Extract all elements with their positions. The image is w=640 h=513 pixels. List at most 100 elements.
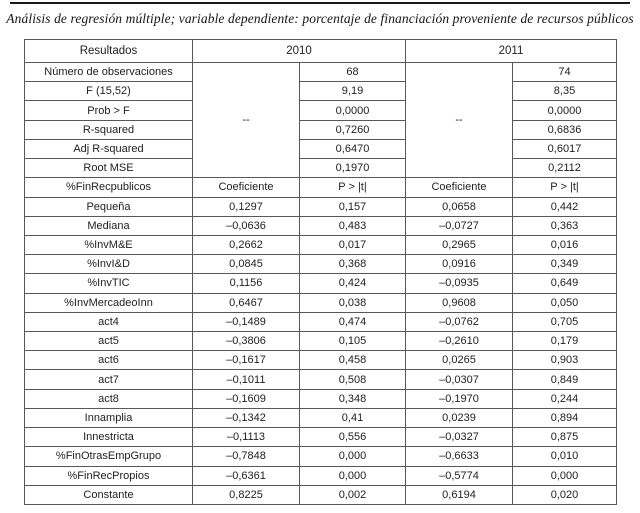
pvalue-2011: 0,363 (511, 215, 618, 236)
coefficient-row: act8 –0,1609 0,348 –0,1970 0,244 (24, 388, 618, 409)
subheader-label: %FinRecpublicos (24, 177, 193, 198)
coef-2010: –0,1617 (192, 350, 300, 371)
subheader-coef-2010: Coeficiente (192, 177, 300, 198)
coef-2011: –0,2610 (405, 331, 513, 352)
stat-value-2010: 9,19 (299, 81, 406, 102)
pvalue-2011: 0,849 (511, 369, 618, 390)
pvalue-2011: 0,903 (511, 350, 618, 371)
pvalue-2011: 0,016 (511, 234, 618, 256)
coefficient-row: act4 –0,1489 0,474 –0,0762 0,705 (24, 311, 618, 333)
pvalue-2011: 0,179 (511, 331, 618, 352)
subheader-coef-2011: Coeficiente (405, 177, 513, 198)
variable-label: Pequeña (24, 196, 193, 217)
stats-row: Adj R-squared 0,6470 0,6017 (24, 138, 618, 160)
coef-2011: 0,0916 (405, 254, 513, 275)
coef-2010: –0,7848 (192, 446, 300, 467)
variable-label: act4 (24, 311, 193, 333)
header-row: Resultados 2010 2011 (24, 39, 618, 63)
variable-label: Innamplia (24, 407, 193, 429)
pvalue-2011: 0,010 (511, 446, 618, 467)
coef-2011: 0,6194 (405, 484, 513, 506)
variable-label: %FinOtrasEmpGrupo (24, 446, 193, 467)
stat-value-2011: 74 (511, 61, 618, 83)
stat-label: Número de observaciones (24, 61, 193, 83)
coef-2010: –0,1609 (192, 388, 300, 409)
coefficient-row: act5 –0,3806 0,105 –0,2610 0,179 (24, 331, 618, 352)
pvalue-2011: 0,020 (511, 484, 618, 506)
coef-2011: –0,5774 (405, 465, 513, 486)
coefficient-row: Innestricta –0,1113 0,556 –0,0327 0,875 (24, 427, 618, 448)
stats-placeholder-2011: -- (405, 61, 513, 179)
coef-2010: 0,2662 (192, 234, 300, 256)
coefficient-row: Constante 0,8225 0,002 0,6194 0,020 (24, 484, 618, 506)
stat-value-2010: 0,7260 (299, 119, 406, 140)
stats-section: Número de observaciones -- 68 -- 74 F (15,52)… (24, 61, 618, 179)
stat-value-2011: 0,6017 (511, 138, 618, 160)
coef-2010: 0,0845 (192, 254, 300, 275)
coef-2011: 0,2965 (405, 234, 513, 256)
pvalue-2011: 0,050 (511, 292, 618, 313)
coef-2011: 0,0265 (405, 350, 513, 371)
stat-value-2010: 68 (299, 61, 406, 83)
coef-2010: –0,1342 (192, 407, 300, 429)
pvalue-2010: 0,474 (299, 311, 406, 333)
coefficient-row: %FinOtrasEmpGrupo –0,7848 0,000 –0,6633 0,01… (24, 446, 618, 467)
variable-label: %InvM&E (24, 234, 193, 256)
stat-label: R-squared (24, 119, 193, 140)
stats-row: F (15,52) 9,19 8,35 (24, 81, 618, 102)
pvalue-2010: 0,017 (299, 234, 406, 256)
variable-label: %InvMercadeoInn (24, 292, 193, 313)
coef-2011: –0,0762 (405, 311, 513, 333)
variable-label: act6 (24, 350, 193, 371)
table-title: Análisis de regresión múltiple; variable… (6, 11, 634, 26)
pvalue-2010: 0,483 (299, 215, 406, 236)
stat-value-2011: 0,6836 (511, 119, 618, 140)
subheader-p-2011: P > |t| (511, 177, 618, 198)
data-section: Pequeña 0,1297 0,157 0,0658 0,442 Mediana –0,0… (24, 196, 618, 506)
pvalue-2011: 0,244 (511, 388, 618, 409)
pvalue-2010: 0,368 (299, 254, 406, 275)
coef-2011: –0,0727 (405, 215, 513, 236)
subheader-section: %FinRecpublicos Coeficiente P > |t| Coef… (24, 177, 618, 198)
pvalue-2010: 0,105 (299, 331, 406, 352)
coef-2010: 0,1297 (192, 196, 300, 217)
regression-table: Resultados 2010 2011 Número de observaci… (24, 39, 618, 506)
pvalue-2010: 0,000 (299, 446, 406, 467)
pvalue-2011: 0,349 (511, 254, 618, 275)
coefficient-row: act6 –0,1617 0,458 0,0265 0,903 (24, 350, 618, 371)
pvalue-2010: 0,41 (299, 407, 406, 429)
header-resultados: Resultados (24, 39, 193, 63)
coef-2011: 0,0658 (405, 196, 513, 217)
coef-2011: –0,1970 (405, 388, 513, 409)
coefficient-row: Pequeña 0,1297 0,157 0,0658 0,442 (24, 196, 618, 217)
table-header: Resultados 2010 2011 (24, 39, 618, 63)
pvalue-2010: 0,458 (299, 350, 406, 371)
coefficient-row: %FinRecPropios –0,6361 0,000 –0,5774 0,000 (24, 465, 618, 486)
coefficient-row: Innamplia –0,1342 0,41 0,0239 0,894 (24, 407, 618, 429)
stats-row: R-squared 0,7260 0,6836 (24, 119, 618, 140)
pvalue-2011: 0,875 (511, 427, 618, 448)
pvalue-2011: 0,649 (511, 273, 618, 294)
stats-placeholder-2010: -- (192, 61, 300, 179)
stat-label: Root MSE (24, 158, 193, 179)
pvalue-2010: 0,157 (299, 196, 406, 217)
coef-2010: –0,6361 (192, 465, 300, 486)
coefficient-row: act7 –0,1011 0,508 –0,0307 0,849 (24, 369, 618, 390)
coef-2011: 0,9608 (405, 292, 513, 313)
pvalue-2010: 0,000 (299, 465, 406, 486)
coef-2010: 0,8225 (192, 484, 300, 506)
subheader-row: %FinRecpublicos Coeficiente P > |t| Coef… (24, 177, 618, 198)
pvalue-2010: 0,038 (299, 292, 406, 313)
variable-label: %FinRecPropios (24, 465, 193, 486)
variable-label: Innestricta (24, 427, 193, 448)
stat-label: Adj R-squared (24, 138, 193, 160)
variable-label: act7 (24, 369, 193, 390)
stat-value-2011: 8,35 (511, 81, 618, 102)
pvalue-2010: 0,508 (299, 369, 406, 390)
stats-row: Root MSE 0,1970 0,2112 (24, 158, 618, 179)
pvalue-2011: 0,442 (511, 196, 618, 217)
coef-2010: –0,0636 (192, 215, 300, 236)
coef-2011: –0,6633 (405, 446, 513, 467)
coef-2011: –0,0935 (405, 273, 513, 294)
variable-label: %InvTIC (24, 273, 193, 294)
